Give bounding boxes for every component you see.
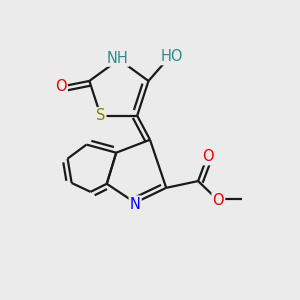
Text: NH: NH [107, 51, 128, 66]
Text: HO: HO [160, 49, 183, 64]
Text: N: N [130, 196, 141, 211]
Text: O: O [202, 149, 214, 164]
Text: S: S [96, 108, 105, 123]
Text: O: O [55, 79, 67, 94]
Text: O: O [212, 193, 224, 208]
